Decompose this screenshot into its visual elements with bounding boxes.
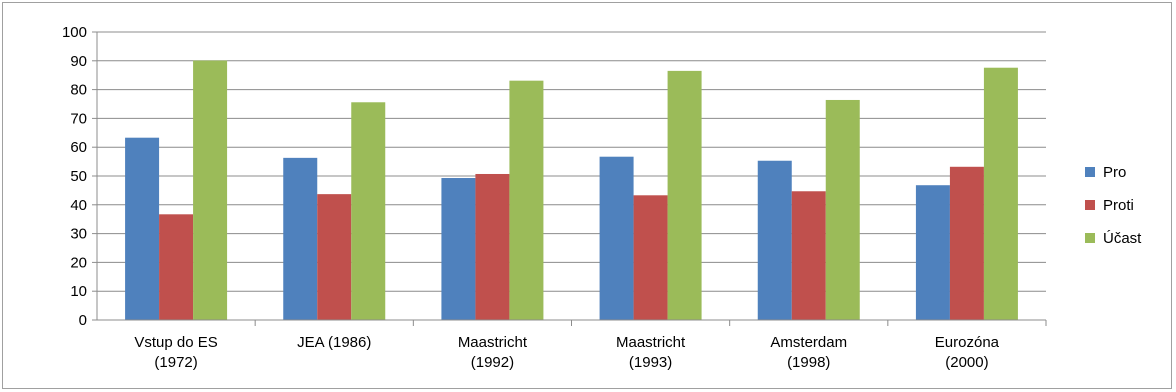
legend-label: Proti — [1103, 197, 1134, 214]
bar-proti-0 — [159, 214, 194, 320]
bar-proti-1 — [317, 194, 352, 320]
bar-pro-2 — [441, 178, 476, 320]
bar-ucast-3 — [667, 70, 702, 320]
bar-proti-5 — [949, 166, 984, 320]
x-tick-label: Maastricht — [616, 334, 686, 351]
bar-proti-4 — [791, 191, 826, 320]
bar-pro-3 — [599, 156, 634, 320]
x-tick-label: (2000) — [945, 354, 988, 371]
bar-ucast-2 — [509, 80, 544, 320]
legend-label: Pro — [1103, 164, 1126, 181]
legend-swatch — [1085, 200, 1095, 210]
legend-label: Účast — [1103, 230, 1142, 247]
bar-pro-4 — [757, 160, 792, 320]
bar-ucast-1 — [351, 102, 386, 320]
bar-ucast-4 — [825, 99, 860, 320]
y-tick-label: 40 — [70, 197, 87, 214]
y-tick-label: 100 — [62, 24, 87, 41]
grid-lines — [97, 31, 1046, 292]
x-tick-label: (1998) — [787, 354, 830, 371]
bar-ucast-5 — [983, 67, 1018, 320]
x-tick-label: (1992) — [471, 354, 514, 371]
bars — [125, 60, 1018, 321]
x-tick-label: JEA (1986) — [297, 334, 371, 351]
y-tick-label: 10 — [70, 283, 87, 300]
bar-pro-0 — [125, 137, 160, 320]
legend-swatch — [1085, 167, 1095, 177]
bar-proti-2 — [475, 173, 510, 320]
y-tick-label: 70 — [70, 110, 87, 127]
x-tick-label: (1993) — [629, 354, 672, 371]
y-tick-label: 50 — [70, 168, 87, 185]
y-tick-label: 20 — [70, 254, 87, 271]
y-tick-label: 90 — [70, 53, 87, 70]
bar-pro-5 — [915, 185, 950, 320]
x-axis: Vstup do ES (1972) JEA (1986) Maastricht (19… — [97, 319, 1047, 371]
y-tick-label: 80 — [70, 82, 87, 99]
bar-ucast-0 — [193, 60, 228, 321]
x-tick-label: Maastricht — [458, 334, 528, 351]
legend: Pro Proti Účast — [1085, 164, 1142, 247]
x-tick-label: (1972) — [154, 354, 197, 371]
x-tick-label: Vstup do ES — [134, 334, 217, 351]
y-axis: 0 10 20 30 40 50 60 70 80 90 100 — [62, 24, 98, 329]
y-tick-label: 60 — [70, 139, 87, 156]
bar-pro-1 — [283, 157, 318, 320]
y-tick-label: 0 — [79, 312, 87, 329]
bar-proti-3 — [633, 195, 668, 320]
legend-swatch — [1085, 233, 1095, 243]
x-tick-label: Eurozóna — [935, 334, 1000, 351]
x-tick-label: Amsterdam — [770, 334, 847, 351]
y-tick-label: 30 — [70, 226, 87, 243]
